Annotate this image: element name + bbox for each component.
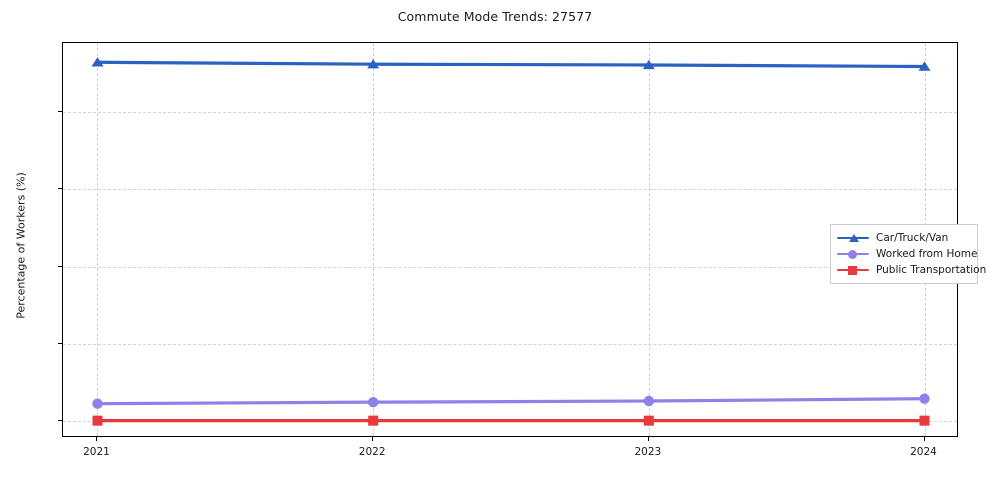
x-tick-label: 2021 xyxy=(83,446,110,458)
data-point-marker xyxy=(367,59,380,69)
gridline-vertical xyxy=(648,43,650,436)
y-tick-mark xyxy=(58,265,62,267)
data-point-marker xyxy=(368,415,379,426)
series-layer xyxy=(91,57,931,426)
y-tick-mark xyxy=(58,111,62,113)
chart-title: Commute Mode Trends: 27577 xyxy=(397,9,593,24)
series-1 xyxy=(91,57,931,71)
data-point-marker xyxy=(918,61,931,71)
series-line xyxy=(95,397,927,406)
gridline-horizontal xyxy=(63,189,957,191)
legend-swatch-icon xyxy=(837,231,869,245)
legend-label: Worked from Home xyxy=(876,247,978,260)
data-point-marker xyxy=(643,395,655,407)
gridline-horizontal xyxy=(63,266,957,268)
data-point-marker xyxy=(92,415,103,426)
series-2 xyxy=(92,393,930,409)
legend-swatch-icon xyxy=(837,247,869,261)
data-point-marker xyxy=(919,415,930,426)
y-tick-mark xyxy=(58,419,62,421)
data-point-marker xyxy=(919,393,930,404)
x-tick-label: 2023 xyxy=(634,446,662,458)
legend-item[interactable]: Car/Truck/Van xyxy=(837,230,971,245)
legend-swatch-icon xyxy=(837,263,869,277)
legend-label: Public Transportation xyxy=(876,263,987,276)
legend-marker-triangle-icon xyxy=(849,233,859,242)
x-tick-label: 2022 xyxy=(358,446,386,458)
series-line xyxy=(95,60,927,69)
y-axis-label: Percentage of Workers (%) xyxy=(14,172,28,319)
data-point-marker xyxy=(92,398,103,409)
gridline-horizontal xyxy=(63,112,957,114)
data-point-marker xyxy=(367,396,379,408)
legend-item[interactable]: Worked from Home xyxy=(837,246,977,261)
legend-label: Car/Truck/Van xyxy=(876,231,949,244)
data-point-marker xyxy=(642,59,655,70)
gridline-vertical xyxy=(97,43,99,436)
chart-legend: Car/Truck/Van Worked from Home Public Tran… xyxy=(830,224,986,284)
y-tick-mark xyxy=(58,342,62,344)
legend-item[interactable]: Public Transportation xyxy=(837,262,986,277)
x-tick-mark xyxy=(96,437,98,441)
y-tick-mark xyxy=(58,188,62,190)
legend-marker-circle-icon xyxy=(848,249,857,259)
data-point-marker xyxy=(91,57,104,67)
legend-marker-square-icon xyxy=(848,265,857,275)
x-tick-mark xyxy=(372,437,374,441)
x-tick-mark xyxy=(647,437,649,441)
gridline-horizontal xyxy=(63,343,957,345)
plot-area xyxy=(62,42,958,437)
series-3 xyxy=(92,415,930,426)
x-tick-mark xyxy=(923,437,925,441)
data-point-marker xyxy=(643,415,654,426)
x-tick-label: 2024 xyxy=(910,446,937,458)
gridline-vertical xyxy=(373,43,375,436)
